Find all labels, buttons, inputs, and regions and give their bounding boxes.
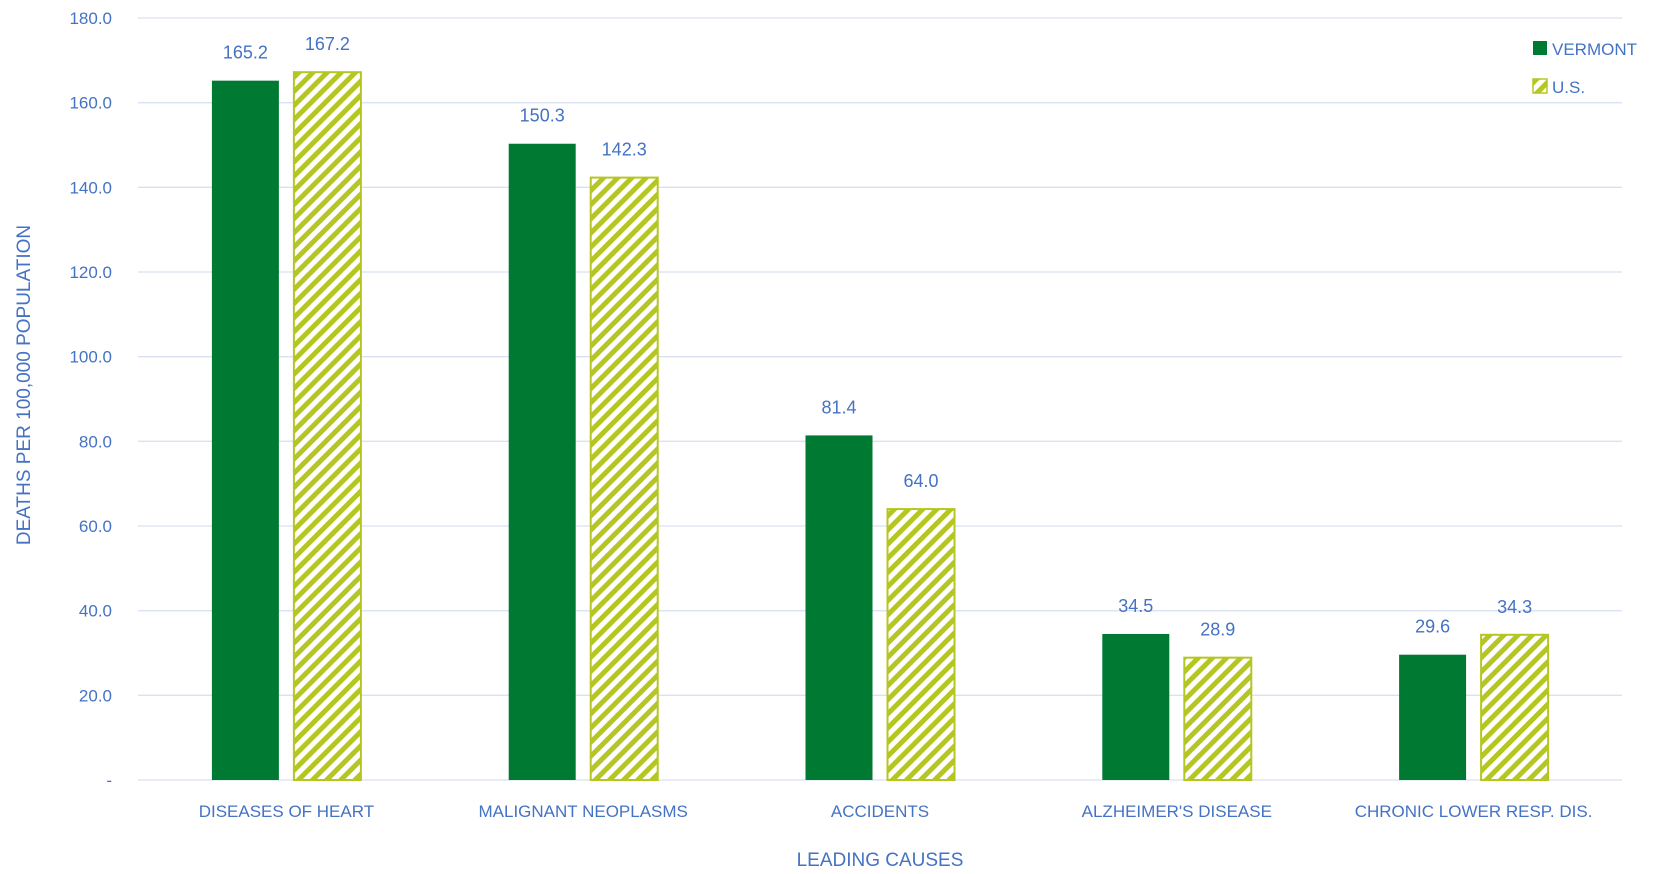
x-tick-label: ALZHEIMER'S DISEASE	[1082, 802, 1272, 821]
legend-swatch-us	[1532, 78, 1548, 94]
legend-swatch-vermont	[1533, 41, 1547, 55]
legend-label-vermont: VERMONT	[1552, 40, 1637, 59]
x-tick-label: CHRONIC LOWER RESP. DIS.	[1355, 802, 1593, 821]
legend: VERMONT U.S.	[1532, 40, 1637, 97]
y-tick-label: 80.0	[79, 432, 112, 451]
data-label: 165.2	[223, 43, 268, 63]
y-tick-label: 100.0	[69, 348, 112, 367]
x-tick-label: DISEASES OF HEART	[199, 802, 374, 821]
data-label: 150.3	[520, 106, 565, 126]
x-axis-title: LEADING CAUSES	[797, 850, 964, 871]
legend-item-us[interactable]: U.S.	[1532, 78, 1585, 97]
x-axis-category-labels: DISEASES OF HEART MALIGNANT NEOPLASMS ACCI…	[199, 802, 1593, 821]
bar-us[interactable]	[886, 508, 956, 781]
bar-vermont[interactable]	[211, 80, 279, 781]
data-label: 167.2	[305, 34, 350, 54]
bar-vermont[interactable]	[805, 435, 873, 780]
y-tick-label: 180.0	[69, 9, 112, 28]
bar-vermont[interactable]	[508, 143, 576, 781]
bar-vermont[interactable]	[1399, 654, 1467, 780]
bar-us[interactable]	[1480, 633, 1550, 782]
y-tick-label: -	[106, 771, 112, 790]
data-label: 142.3	[602, 140, 647, 160]
bars	[211, 71, 1550, 782]
y-tick-label: 60.0	[79, 517, 112, 536]
data-label: 34.3	[1497, 597, 1532, 617]
data-label: 81.4	[821, 397, 856, 417]
data-label: 29.6	[1415, 617, 1450, 637]
y-tick-label: 20.0	[79, 686, 112, 705]
y-tick-label: 140.0	[69, 178, 112, 197]
y-tick-label: 160.0	[69, 94, 112, 113]
bar-us[interactable]	[292, 71, 362, 782]
bar-us[interactable]	[589, 176, 659, 781]
gridlines	[138, 17, 1622, 781]
data-labels: 165.2 167.2 150.3 142.3 81.4 64.0 34.5 28.9 29.6…	[223, 34, 1532, 639]
data-label: 64.0	[903, 471, 938, 491]
data-label: 28.9	[1200, 620, 1235, 640]
y-axis-tick-labels: - 20.0 40.0 60.0 80.0 100.0 120.0 140.0 160.0 180…	[69, 9, 112, 790]
legend-item-vermont[interactable]: VERMONT	[1533, 40, 1637, 59]
bar-vermont[interactable]	[1102, 633, 1170, 780]
x-tick-label: MALIGNANT NEOPLASMS	[478, 802, 687, 821]
y-tick-label: 40.0	[79, 602, 112, 621]
x-tick-label: ACCIDENTS	[831, 802, 929, 821]
y-tick-label: 120.0	[69, 263, 112, 282]
bar-us[interactable]	[1183, 656, 1253, 782]
legend-label-us: U.S.	[1552, 78, 1585, 97]
data-label: 34.5	[1118, 596, 1153, 616]
y-axis-title: DEATHS PER 100,000 POPULATION	[14, 225, 35, 545]
